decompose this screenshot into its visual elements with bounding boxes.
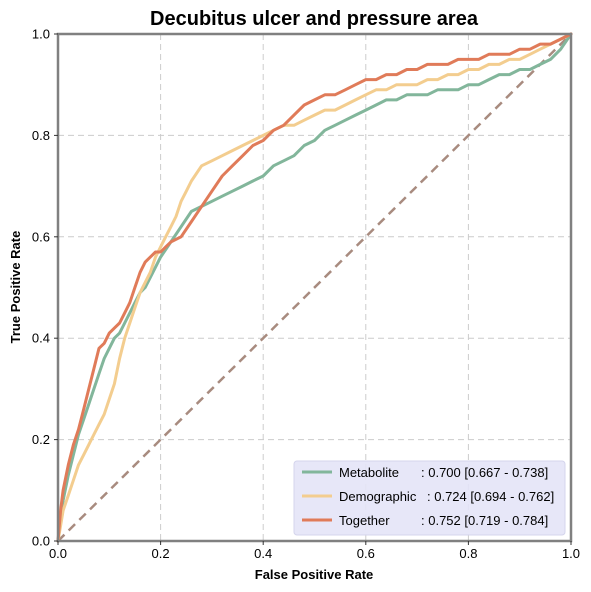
x-tick-label-1: 0.2 [152,546,170,561]
legend-metric-demographic: : 0.724 [0.694 - 0.762] [427,489,554,504]
legend-label-metabolite: Metabolite [339,465,399,480]
series-line-demographic [56,32,573,543]
plot-frame [56,32,573,543]
legend-box [293,460,566,536]
y-tick-label-5: 1.0 [32,27,50,42]
x-axis-label: False Positive Rate [255,567,374,582]
axes-layer [56,32,573,543]
x-tick-label-5: 1.0 [562,546,580,561]
legend-label-demographic: Demographic [339,489,417,504]
series-line-chance [57,33,572,542]
x-tick-label-4: 0.8 [459,546,477,561]
y-tick-label-4: 0.8 [32,128,50,143]
legend-metric-together: : 0.752 [0.719 - 0.784] [421,513,548,528]
legend-label-together: Together [339,513,390,528]
series-line-metabolite [56,32,573,543]
y-tick-label-2: 0.4 [32,331,50,346]
tick-layer: 0.0 0.2 0.4 0.6 0.8 1.0 0.0 0.2 0.4 0.6 0.8 1.0 [32,27,580,562]
x-tick-label-3: 0.6 [357,546,375,561]
legend: Metabolite : 0.700 [0.667 - 0.738] Demog… [293,460,566,536]
series-line-together [56,32,573,543]
chance-line-layer [57,33,572,542]
grid-layer [58,34,571,541]
x-tick-label-0: 0.0 [49,546,67,561]
series-layer [56,32,573,543]
chart-title: Decubitus ulcer and pressure area [150,8,479,30]
y-axis-label: True Positive Rate [8,231,23,344]
y-tick-label-3: 0.6 [32,229,50,244]
y-tick-label-1: 0.2 [32,432,50,447]
x-tick-label-2: 0.4 [254,546,272,561]
y-tick-label-0: 0.0 [32,534,50,549]
legend-metric-metabolite: : 0.700 [0.667 - 0.738] [421,465,548,480]
